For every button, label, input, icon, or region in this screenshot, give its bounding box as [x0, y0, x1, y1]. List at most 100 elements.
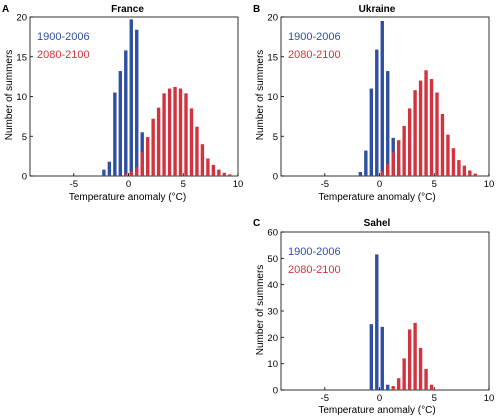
x-axis-label-france: Temperature anomaly (°C)	[69, 192, 186, 203]
x-tick-label-ukraine: 5	[432, 179, 437, 190]
bar-france-late	[145, 137, 150, 176]
y-tick-label-ukraine: 0	[273, 172, 278, 183]
bar-france-early	[102, 169, 106, 176]
panel-letter-b: B	[253, 4, 260, 15]
y-tick-label-ukraine: 20	[267, 13, 278, 24]
x-tick-label-france: 0	[126, 179, 131, 190]
bar-france-late	[200, 144, 205, 176]
panel-ukraine: B Ukraine Number of summers Temperature …	[253, 4, 494, 203]
panel-france: A France Number of summers Temperature a…	[2, 4, 243, 203]
bar-ukraine-early	[369, 88, 374, 176]
bar-france-late	[222, 172, 227, 176]
y-tick-label-france: 5	[22, 132, 27, 143]
y-axis-label-sahel: Number of summers	[255, 265, 266, 356]
x-axis-label-sahel: Temperature anomaly (°C)	[318, 405, 435, 416]
bar-ukraine-late	[413, 90, 417, 176]
bar-sahel-late	[424, 368, 428, 390]
bar-sahel-late	[396, 378, 401, 390]
bar-ukraine-early	[358, 172, 363, 176]
bar-france-late	[156, 107, 161, 176]
bar-france-late	[184, 93, 188, 176]
bar-ukraine-early	[364, 150, 368, 176]
bar-sahel-early	[375, 254, 379, 390]
panel-sahel: C Sahel Number of summers Temperature an…	[253, 218, 494, 416]
y-tick-label-ukraine: 15	[267, 52, 278, 63]
bar-france-late	[140, 152, 144, 176]
bar-ukraine-late	[446, 134, 450, 176]
panel-title-france: France	[111, 4, 144, 15]
y-tick-label-france: 0	[22, 172, 27, 183]
bar-sahel-late	[407, 329, 412, 390]
bar-france-late	[206, 158, 210, 176]
bar-ukraine-early	[386, 71, 390, 176]
y-tick-label-sahel: 20	[267, 333, 278, 344]
bar-ukraine-late	[451, 148, 456, 176]
bar-france-early	[129, 19, 133, 176]
bar-france-late	[124, 173, 128, 176]
bar-france-late	[178, 88, 183, 176]
plot-area-sahel: -5 0 5 10 0 10 20 30 40 50 60 1900-2006 2080-2100	[267, 228, 494, 405]
x-tick-label-ukraine: 0	[377, 179, 382, 190]
bar-ukraine-late	[440, 113, 445, 176]
bar-ukraine-late	[473, 173, 478, 176]
bar-france-late	[151, 118, 155, 176]
x-tick-label-sahel: 5	[432, 393, 437, 404]
bar-ukraine-early	[380, 20, 384, 176]
bar-france-early	[113, 92, 117, 176]
bar-france-late	[167, 88, 172, 176]
bar-france-late	[129, 171, 133, 176]
bar-ukraine-late	[462, 165, 467, 176]
x-tick-label-france: 10	[233, 179, 244, 190]
legend-label-ukraine-early: 1900-2006	[288, 31, 341, 43]
y-tick-label-france: 20	[16, 13, 27, 24]
legend-label-france-early: 1900-2006	[37, 31, 90, 43]
bar-ukraine-late	[457, 160, 461, 176]
panel-letter-a: A	[2, 4, 9, 15]
y-tick-label-sahel: 50	[267, 254, 278, 265]
bar-ukraine-late	[386, 164, 390, 176]
x-tick-label-sahel: 10	[484, 393, 495, 404]
bar-france-early	[135, 29, 139, 176]
legend-label-ukraine-late: 2080-2100	[288, 49, 341, 61]
legend-label-sahel-early: 1900-2006	[288, 246, 341, 258]
x-tick-label-sahel: 0	[377, 393, 382, 404]
y-tick-label-france: 10	[16, 92, 27, 103]
bar-ukraine-late	[468, 170, 472, 176]
bar-france-late	[173, 86, 177, 176]
bar-sahel-early	[380, 326, 384, 390]
bar-ukraine-late	[407, 108, 412, 176]
bar-sahel-late	[413, 322, 417, 390]
y-axis-label-france: Number of summers	[4, 50, 15, 141]
bar-france-late	[135, 167, 139, 176]
x-tick-label-france: -5	[70, 179, 78, 190]
bar-ukraine-late	[424, 70, 428, 176]
y-tick-label-sahel: 60	[267, 228, 278, 239]
panel-title-sahel: Sahel	[364, 218, 391, 229]
bar-ukraine-late	[402, 125, 406, 176]
bar-sahel-late	[418, 347, 423, 390]
plot-area-ukraine: -5 0 5 10 0 5 10 15 20 1900-2006 2080-2100	[267, 13, 494, 191]
bar-sahel-late	[429, 384, 434, 390]
bar-france-late	[189, 108, 194, 176]
y-tick-label-ukraine: 5	[273, 132, 278, 143]
y-tick-label-sahel: 10	[267, 359, 278, 370]
x-tick-label-france: 5	[181, 179, 186, 190]
bar-france-late	[217, 169, 221, 176]
bar-ukraine-late	[396, 140, 401, 176]
bar-ukraine-late	[429, 79, 434, 176]
bar-france-late	[211, 164, 216, 176]
x-axis-label-ukraine: Temperature anomaly (°C)	[318, 192, 435, 203]
plot-area-france: -5 0 5 10 0 5 10 15 20 1900-2006 2080-2100	[16, 13, 243, 191]
bar-sahel-late	[391, 386, 395, 390]
y-axis-label-ukraine: Number of summers	[255, 50, 266, 141]
bar-ukraine-late	[435, 92, 439, 176]
bar-france-early	[124, 50, 128, 176]
y-tick-label-sahel: 0	[273, 386, 278, 397]
y-tick-label-ukraine: 10	[267, 92, 278, 103]
bar-ukraine-late	[380, 171, 384, 176]
plot-frame-sahel	[280, 231, 490, 391]
bar-france-late	[162, 93, 166, 176]
legend-label-france-late: 2080-2100	[37, 49, 90, 61]
bar-france-early	[118, 71, 123, 176]
